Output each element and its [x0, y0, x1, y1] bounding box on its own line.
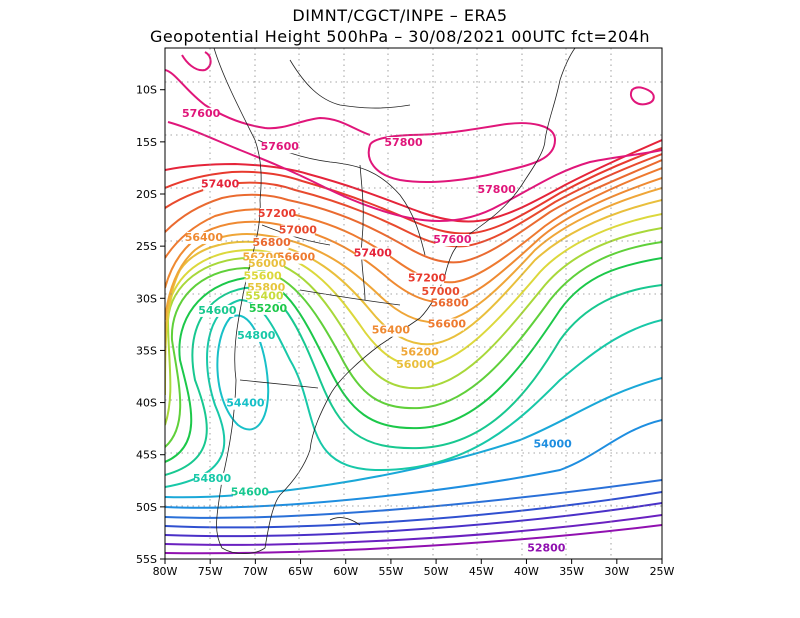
contour-label: 57200: [258, 207, 297, 220]
contour-label-bg: [245, 270, 280, 283]
contour-label: 55200: [249, 302, 288, 315]
lat-tick-label: 50S: [136, 501, 157, 514]
contour-label: 56800: [431, 297, 470, 310]
contour-label: 56200: [401, 346, 440, 359]
contour-label: 56800: [252, 236, 291, 249]
contour-label-bg: [186, 231, 221, 244]
contour-label-bg: [398, 359, 433, 372]
contour-label: 52800: [527, 542, 566, 555]
lat-tick-label: 55S: [136, 553, 157, 566]
contour-label: 57800: [477, 183, 516, 196]
contour-label: 54800: [237, 329, 276, 342]
contour-label: 56400: [372, 324, 411, 337]
contour-label-bg: [228, 397, 263, 410]
lat-tick-label: 20S: [136, 188, 157, 201]
contour-label: 56400: [185, 231, 224, 244]
contour-label-bg: [402, 346, 437, 359]
map-title-line2: Geopotential Height 500hPa – 30/08/2021 …: [149, 27, 651, 46]
contour-label-bg: [410, 272, 445, 285]
contour-label-bg: [529, 542, 564, 555]
lat-tick-label: 25S: [136, 240, 157, 253]
lat-tick-label: 15S: [136, 136, 157, 149]
contour-label: 57400: [201, 178, 240, 191]
contour-label-bg: [184, 107, 219, 120]
contour-label-bg: [200, 304, 235, 317]
contour-label: 57400: [354, 247, 393, 260]
contour-label: 57600: [182, 107, 221, 120]
lon-tick-label: 55W: [378, 565, 403, 578]
lon-tick-label: 65W: [288, 565, 313, 578]
contour-label: 54000: [534, 437, 573, 450]
contour-label-bg: [435, 234, 470, 247]
contour-label-bg: [203, 178, 238, 191]
contour-label-bg: [194, 472, 229, 485]
contour-label-bg: [535, 438, 570, 451]
contour-label: 56000: [248, 257, 287, 270]
contour-label-bg: [247, 290, 282, 303]
contour-label: 57200: [408, 272, 447, 285]
contour-label-bg: [232, 486, 267, 499]
contour-label: 54600: [231, 485, 270, 498]
lon-tick-label: 60W: [333, 565, 358, 578]
contour-label: 54800: [193, 472, 232, 485]
contour-label-bg: [262, 141, 297, 154]
lon-tick-label: 75W: [198, 565, 223, 578]
contour-label: 55600: [243, 270, 282, 283]
contour-label-bg: [250, 258, 285, 270]
contour-label: 57800: [384, 136, 423, 149]
contour-label: 56000: [396, 358, 435, 371]
contour-label-bg: [279, 251, 314, 264]
lat-tick-label: 40S: [136, 397, 157, 410]
plot-frame: [164, 47, 663, 560]
map-title-line1: DIMNT/CGCT/INPE – ERA5: [292, 6, 508, 25]
contour-label: 54400: [226, 397, 265, 410]
contour-label-bg: [239, 329, 274, 342]
contour-label-bg: [479, 183, 514, 196]
lon-tick-label: 80W: [153, 565, 178, 578]
contour-label: 55400: [245, 289, 284, 302]
contour-label: 56600: [277, 251, 316, 264]
lon-tick-label: 50W: [424, 565, 449, 578]
contour-field: [165, 51, 662, 555]
lon-tick-label: 30W: [604, 565, 629, 578]
contour-label-bg: [373, 324, 408, 337]
lon-tick-label: 70W: [243, 565, 268, 578]
contour-label: 57600: [433, 233, 472, 246]
lon-tick-label: 35W: [559, 565, 584, 578]
contour-label: 57000: [279, 224, 318, 237]
contour-label-bg: [251, 302, 286, 315]
contour-label-bg: [386, 137, 421, 150]
contour-label-bg: [432, 297, 467, 310]
contour-label-bg: [280, 224, 315, 237]
contour-label: 57600: [261, 140, 300, 153]
contour-label-bg: [260, 207, 295, 220]
contour-label: 57000: [421, 285, 460, 298]
lat-tick-label: 30S: [136, 292, 157, 305]
lon-tick-label: 25W: [650, 565, 675, 578]
lat-tick-label: 10S: [136, 84, 157, 97]
lon-tick-label: 40W: [514, 565, 539, 578]
lat-tick-label: 35S: [136, 344, 157, 357]
graticule: [165, 48, 662, 559]
contour-label: 56600: [428, 317, 467, 330]
contour-label-bg: [423, 286, 458, 299]
axis-ticks: 80W 75W 70W 65W 60W 55W 50W 45W 40W 35W 30W 25W 10S 1…: [136, 84, 675, 578]
lat-tick-label: 45S: [136, 449, 157, 462]
contour-label-bg: [355, 247, 390, 260]
contour-label: 54600: [198, 304, 237, 317]
lon-tick-label: 45W: [469, 565, 494, 578]
contour-label-bg: [254, 237, 289, 250]
contour-label-bg: [429, 318, 464, 331]
